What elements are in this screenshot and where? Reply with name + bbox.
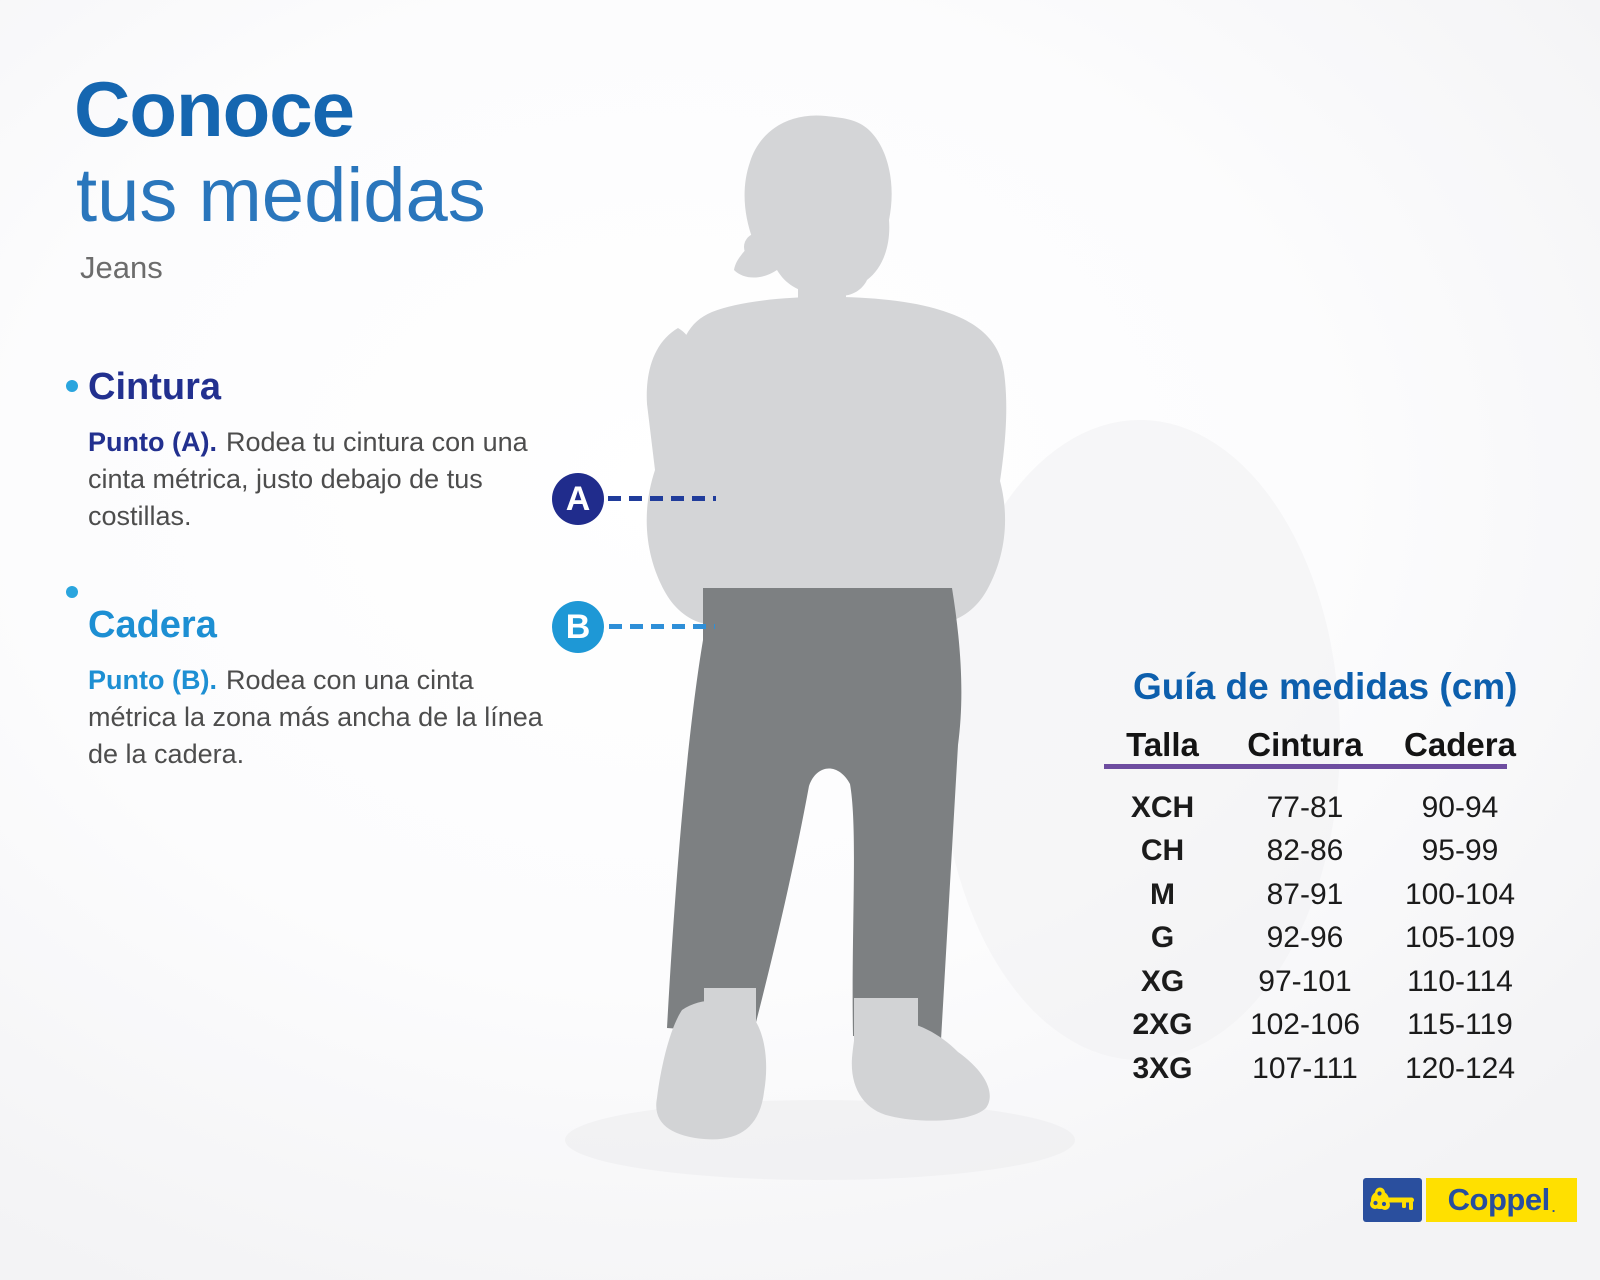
cell-cadera: 95-99 xyxy=(1421,834,1499,868)
silhouette-upper-body xyxy=(646,115,1007,624)
table-row: XG 97-101 110-114 xyxy=(1105,960,1530,1004)
cell-cintura: 102-106 xyxy=(1249,1008,1361,1042)
table-row: G 92-96 105-109 xyxy=(1105,917,1530,961)
section-heading-cadera: Cadera xyxy=(88,604,217,646)
cell-cadera: 105-109 xyxy=(1404,921,1516,955)
column-header-cintura: Cintura xyxy=(1247,726,1363,763)
cell-cintura: 97-101 xyxy=(1258,964,1352,998)
cell-cadera: 110-114 xyxy=(1407,964,1513,998)
cell-talla: M xyxy=(1150,877,1175,911)
cell-cintura: 87-91 xyxy=(1266,877,1344,911)
cell-talla: CH xyxy=(1140,834,1185,868)
marker-b-dashed-line xyxy=(609,624,715,629)
point-a-description: Rodea tu cintura con una cinta métrica, … xyxy=(88,427,528,531)
key-icon xyxy=(1369,1187,1414,1210)
section-heading-cintura: Cintura xyxy=(88,366,221,408)
section-text-cadera: Punto (B). Rodea con una cinta métrica la… xyxy=(88,662,558,773)
table-row: XCH 77-81 90-94 xyxy=(1105,786,1530,830)
marker-a-badge: A xyxy=(552,473,604,525)
point-b-label: Punto (B). xyxy=(88,665,217,695)
silhouette-jeans xyxy=(667,588,962,1040)
cell-cadera: 115-119 xyxy=(1407,1008,1513,1042)
coppel-wordmark-dot: . xyxy=(1551,1200,1556,1215)
soft-background-glow xyxy=(940,420,1340,1060)
marker-a-dashed-line xyxy=(608,496,716,501)
bullet-icon xyxy=(66,586,78,598)
cell-cadera: 90-94 xyxy=(1421,790,1499,824)
bullet-icon xyxy=(66,380,78,392)
table-row: 3XG 107-111 120-124 xyxy=(1105,1047,1530,1091)
size-guide-table: XCH 77-81 90-94 CH 82-86 95-99 M 87-91 1… xyxy=(1105,786,1530,1091)
cell-talla: XG xyxy=(1140,964,1185,998)
column-header-talla: Talla xyxy=(1126,726,1199,763)
table-row: 2XG 102-106 115-119 xyxy=(1105,1004,1530,1048)
table-header-rule xyxy=(1104,764,1507,769)
cell-talla: G xyxy=(1150,921,1175,955)
silhouette-shoes xyxy=(656,988,990,1140)
coppel-wordmark: Coppel xyxy=(1447,1182,1551,1217)
point-b-description: Rodea con una cinta métrica la zona más … xyxy=(88,665,543,769)
cell-cintura: 77-81 xyxy=(1266,790,1344,824)
table-row: CH 82-86 95-99 xyxy=(1105,830,1530,874)
size-guide-header: Talla Cintura Cadera xyxy=(1105,728,1530,762)
cell-talla: 3XG xyxy=(1132,1051,1193,1085)
point-a-label: Punto (A). xyxy=(88,427,217,457)
cell-cadera: 100-104 xyxy=(1404,877,1516,911)
size-guide-title: Guía de medidas (cm) xyxy=(1133,666,1518,707)
cell-cintura: 92-96 xyxy=(1266,921,1344,955)
page-title-line1: Conoce xyxy=(74,65,355,153)
cell-talla: 2XG xyxy=(1132,1008,1193,1042)
coppel-logo: Coppel . xyxy=(1426,1178,1577,1222)
cell-talla: XCH xyxy=(1130,790,1195,824)
coppel-logo-key-box xyxy=(1363,1178,1422,1222)
page-subtitle: Jeans xyxy=(80,250,163,285)
marker-b-badge: B xyxy=(552,601,604,653)
cell-cintura: 82-86 xyxy=(1266,834,1344,868)
page-title-line2: tus medidas xyxy=(76,153,486,238)
column-header-cadera: Cadera xyxy=(1404,726,1516,763)
table-row: M 87-91 100-104 xyxy=(1105,873,1530,917)
section-text-cintura: Punto (A). Rodea tu cintura con una cinta… xyxy=(88,424,558,535)
cell-cadera: 120-124 xyxy=(1404,1051,1516,1085)
cell-cintura: 107-111 xyxy=(1252,1051,1358,1085)
floor-shadow xyxy=(565,1100,1075,1180)
